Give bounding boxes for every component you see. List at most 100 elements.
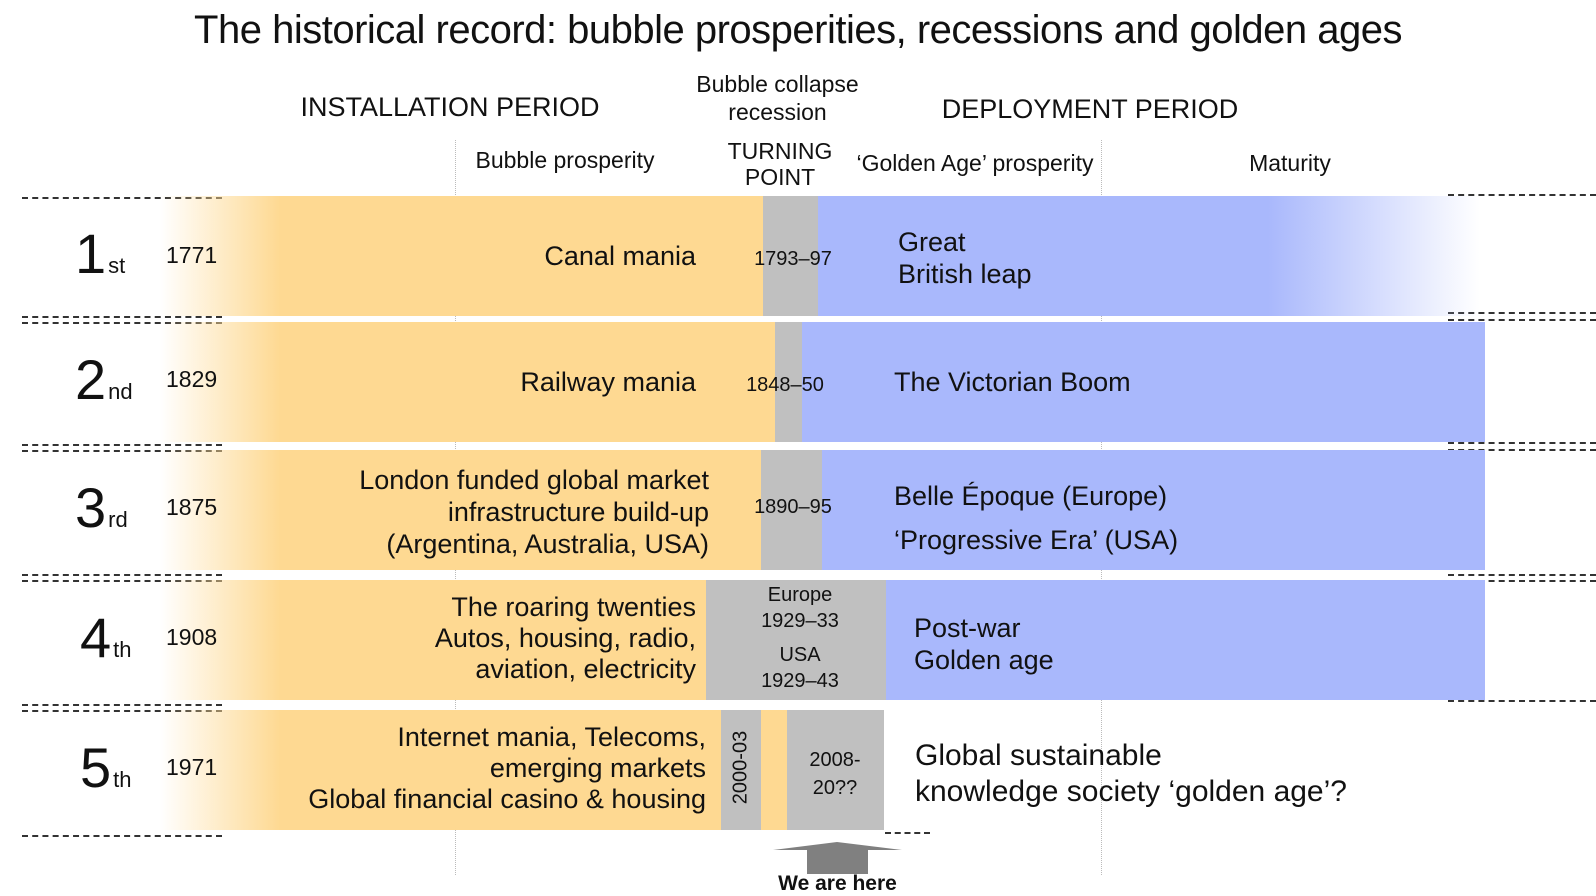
installation-line: infrastructure build-up [447, 497, 709, 527]
turning-line: 2008- [809, 749, 861, 771]
ordinal-number: 3 [75, 476, 107, 539]
separator-line [1448, 194, 1596, 196]
deployment-line: knowledge society ‘golden age’? [915, 775, 1347, 808]
revolution-row-2: 2nd 1829 Railway mania 1848–50 The Victo… [0, 322, 1596, 442]
turning-point-band [787, 710, 884, 830]
separator-line [1448, 312, 1596, 314]
deployment-line: Golden age [914, 645, 1054, 675]
installation-line: Internet mania, Telecoms, [397, 722, 706, 752]
installation-line: Autos, housing, radio, [434, 623, 696, 653]
installation-line: aviation, electricity [475, 654, 696, 684]
installation-band [160, 450, 761, 570]
installation-line: The roaring twenties [451, 592, 696, 622]
separator-line [22, 710, 222, 712]
installation-band [160, 322, 775, 442]
turning-line: 1848–50 [746, 374, 824, 396]
revolution-ordinal: 2nd [75, 350, 133, 410]
turning-line: 1929–33 [761, 610, 839, 632]
bubble-collapse-header: Bubble collapse recession [690, 70, 865, 126]
turning-line: 20?? [812, 777, 858, 799]
ordinal-suffix: nd [108, 379, 133, 404]
turning-point-header: TURNING POINT [725, 138, 835, 190]
separator-line [22, 322, 222, 324]
separator-line [1448, 319, 1596, 321]
deployment-text: Post-war Golden age [914, 612, 1054, 676]
installation-band [160, 580, 706, 700]
separator-line [22, 704, 222, 706]
separator-line [22, 450, 222, 452]
separator-line [22, 574, 222, 576]
installation-text: Railway mania [520, 366, 696, 398]
chart-title: The historical record: bubble prosperiti… [194, 8, 1402, 52]
installation-line: (Argentina, Australia, USA) [386, 529, 709, 559]
revolution-ordinal: 3rd [75, 478, 128, 538]
up-arrow-icon [773, 842, 902, 874]
turning-point-band [761, 450, 822, 570]
ordinal-suffix: rd [108, 507, 128, 532]
deployment-line: ‘Progressive Era’ (USA) [894, 525, 1179, 555]
deployment-text: Global sustainable knowledge society ‘go… [915, 738, 1347, 810]
separator-line [22, 316, 222, 318]
turning-line: 1793–97 [754, 248, 832, 270]
maturity-header: Maturity [1249, 150, 1331, 176]
separator-line [22, 580, 222, 582]
separator-line [1448, 449, 1596, 451]
turning-point-band [775, 322, 802, 442]
bubble-collapse-line2: recession [728, 99, 827, 125]
revolution-row-4: 4th 1908 The roaring twenties Autos, hou… [0, 580, 1596, 700]
separator-line [1448, 574, 1596, 576]
turning-point-text: 1890–95 [748, 496, 838, 519]
bubble-collapse-line1: Bubble collapse [696, 71, 859, 97]
installation-line: emerging markets [489, 753, 706, 783]
deployment-line: The Victorian Boom [894, 367, 1131, 397]
deployment-text: Great British leap [898, 226, 1032, 290]
turning-line: 1890–95 [754, 496, 832, 518]
deployment-line: Great [898, 227, 966, 257]
start-year: 1908 [166, 624, 218, 650]
deployment-line: Belle Époque (Europe) [894, 481, 1168, 511]
turning-point-band [721, 710, 761, 830]
turning-point-text: Europe 1929–33 USA 1929–43 [750, 582, 850, 694]
installation-band [761, 710, 787, 830]
ordinal-number: 4 [80, 606, 112, 669]
revolution-row-5: 5th 1971 Internet mania, Telecoms, emerg… [0, 710, 1596, 830]
installation-band [160, 710, 721, 830]
start-year: 1771 [166, 242, 218, 268]
ordinal-number: 2 [75, 348, 107, 411]
turning-line: 2000-03 [729, 730, 752, 805]
deployment-period-header: DEPLOYMENT PERIOD [941, 94, 1239, 124]
deployment-line: Global sustainable [915, 739, 1162, 772]
installation-text: Internet mania, Telecoms, emerging marke… [308, 722, 706, 815]
installation-text: London funded global market infrastructu… [359, 464, 709, 560]
turning-point-band [763, 196, 818, 316]
turning-point-text: 2000-03 [730, 718, 753, 818]
turning-point-text: 1793–97 [748, 248, 838, 271]
start-year: 1829 [166, 366, 218, 392]
deployment-text: The Victorian Boom [894, 366, 1131, 398]
installation-period-header: INSTALLATION PERIOD [300, 92, 600, 122]
we-are-here-label: We are here [778, 872, 897, 895]
bubble-prosperity-header: Bubble prosperity [475, 147, 655, 173]
turning-line: USA [779, 644, 821, 666]
start-year: 1971 [166, 754, 218, 780]
revolution-ordinal: 5th [80, 738, 132, 798]
deployment-band [822, 450, 1485, 570]
deployment-text: Belle Époque (Europe) ‘Progressive Era’ … [894, 474, 1178, 562]
separator-line [1448, 700, 1596, 702]
ordinal-number: 1 [75, 222, 107, 285]
ordinal-number: 5 [80, 736, 112, 799]
turning-point-line1: TURNING [727, 138, 833, 164]
ordinal-suffix: st [108, 253, 126, 278]
start-year: 1875 [166, 494, 218, 520]
separator-line [22, 197, 222, 199]
deployment-band [886, 580, 1485, 700]
installation-line: Canal mania [544, 241, 696, 271]
revolution-ordinal: 1st [75, 224, 125, 284]
deployment-band [802, 322, 1485, 442]
golden-age-header: ‘Golden Age’ prosperity [856, 150, 1094, 176]
installation-band [160, 196, 763, 316]
separator-line [22, 444, 222, 446]
installation-text: The roaring twenties Autos, housing, rad… [435, 592, 696, 685]
ordinal-suffix: th [113, 637, 132, 662]
deployment-line: Post-war [914, 613, 1021, 643]
